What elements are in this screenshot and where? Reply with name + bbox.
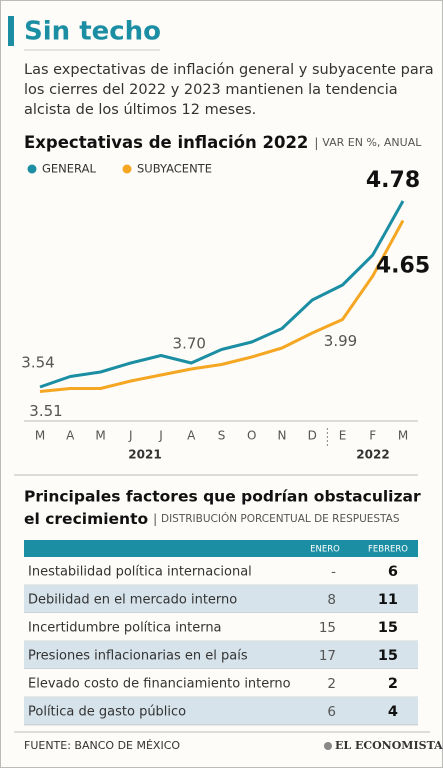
x-tick-label: A (187, 429, 196, 443)
chart-title-text: Expectativas de inflación 2022 (24, 133, 308, 152)
x-tick-label: E (339, 429, 347, 443)
year-label: 2021 (128, 448, 161, 462)
cell-febrero: 4 (388, 704, 398, 720)
x-tick-label: M (95, 429, 105, 443)
row-label: Elevado costo de financiamiento interno (28, 677, 291, 692)
brand: EL ECONOMISTA (335, 739, 443, 752)
table-note: DISTRIBUCIÓN PORCENTUAL DE RESPUESTAS (161, 512, 400, 525)
x-tick-label: J (128, 429, 133, 443)
chart-title: Expectativas de inflación 2022 | VAR EN %… (24, 133, 422, 152)
legend-marker (122, 164, 132, 174)
table-title: Principales factores que podrían obstacu… (24, 488, 421, 506)
x-tick-label: F (369, 429, 376, 443)
cell-febrero: 6 (388, 564, 398, 580)
table-row (24, 557, 418, 585)
legend-marker (27, 164, 37, 174)
data-label: 3.51 (29, 402, 62, 420)
table-row (24, 669, 418, 697)
table-title: el crecimiento | DISTRIBUCIÓN PORCENTUAL … (24, 510, 400, 528)
table-row (24, 697, 418, 725)
brand-icon (324, 742, 332, 750)
x-tick-label: J (158, 429, 163, 443)
column-header: ENERO (310, 545, 340, 555)
cell-enero: 2 (327, 676, 336, 692)
row-label: Política de gasto público (28, 705, 186, 720)
cell-febrero: 11 (378, 592, 398, 608)
table-title-text: el crecimiento (24, 510, 148, 528)
x-tick-label: O (247, 429, 256, 443)
data-label: 3.70 (173, 335, 206, 353)
data-label: 4.78 (366, 168, 420, 193)
x-tick-label: M (35, 429, 45, 443)
row-label: Inestabilidad política internacional (28, 565, 252, 580)
line-series (39, 219, 405, 393)
table-row (24, 641, 418, 669)
cell-enero: 15 (319, 620, 336, 636)
x-tick-label: M (398, 429, 408, 443)
x-tick-label: S (218, 429, 226, 443)
column-header: FEBRERO (368, 545, 408, 555)
cell-febrero: 15 (378, 620, 398, 636)
cell-enero: 17 (319, 648, 336, 664)
cell-enero: 8 (327, 592, 336, 608)
data-label: 4.65 (376, 254, 430, 279)
data-label: 3.99 (324, 332, 357, 350)
legend-label: GENERAL (42, 162, 96, 176)
subtitle: Las expectativas de inflación general y … (24, 62, 434, 78)
title-bar (8, 16, 14, 46)
cell-enero: - (331, 564, 336, 580)
x-tick-label: N (278, 429, 287, 443)
subtitle: alcista de los últimos 12 meses. (24, 102, 256, 118)
cell-febrero: 15 (378, 648, 398, 664)
cell-febrero: 2 (388, 676, 398, 692)
unit-note: VAR EN %, ANUAL (322, 136, 422, 149)
table-row (24, 585, 418, 613)
table-header (24, 540, 418, 557)
line-series (39, 200, 405, 389)
year-label: 2022 (356, 448, 389, 462)
x-tick-label: D (308, 429, 317, 443)
row-label: Presiones inflacionarias en el país (28, 649, 248, 664)
x-tick-label: A (66, 429, 75, 443)
row-label: Debilidad en el mercado interno (28, 593, 237, 608)
source: FUENTE: BANCO DE MÉXICO (24, 739, 180, 752)
data-label: 3.54 (21, 354, 54, 372)
table-row (24, 613, 418, 641)
title: Sin techo (24, 17, 161, 47)
legend-label: SUBYACENTE (137, 162, 212, 176)
row-label: Incertidumbre política interna (28, 621, 222, 636)
cell-enero: 6 (327, 704, 336, 720)
subtitle: los cierres del 2022 y 2023 mantienen la… (24, 82, 398, 98)
